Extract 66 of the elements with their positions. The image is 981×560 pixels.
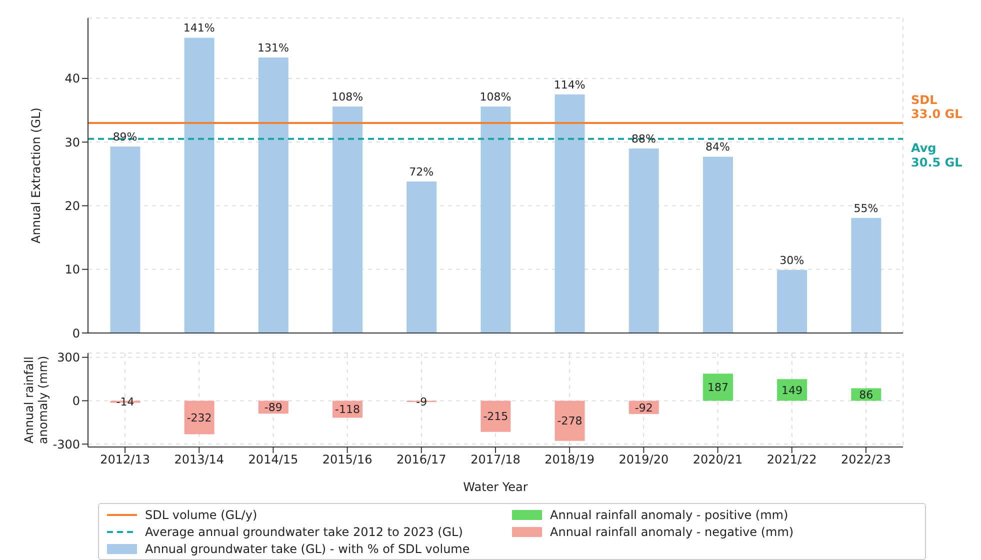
data-label: -118	[335, 403, 360, 416]
annotation: 55%	[854, 202, 878, 215]
x-tick-label: 2018/19	[544, 452, 595, 467]
bar	[184, 38, 214, 333]
y-tick-label: 300	[57, 350, 80, 365]
annotation: 88%	[631, 132, 656, 146]
bar	[851, 218, 882, 333]
data-label: 149	[782, 384, 803, 397]
legend-label: Annual groundwater take (GL) - with % of SDL volume	[145, 542, 470, 556]
data-label: -89	[264, 401, 282, 414]
annotation: 141%	[183, 22, 215, 35]
data-label: 86	[859, 388, 874, 402]
annotation: 72%	[409, 166, 434, 179]
y-tick-label: 20	[64, 198, 80, 213]
text: SDL 33.0 GL	[911, 92, 963, 122]
bar	[406, 182, 437, 333]
data-label: -92	[634, 401, 653, 414]
data-label: -232	[186, 411, 212, 424]
data-label: -215	[483, 410, 508, 424]
bar	[184, 400, 214, 434]
bar	[480, 400, 511, 432]
x-tick-label: 2017/18	[470, 452, 520, 467]
bar	[110, 146, 140, 333]
bar	[480, 106, 511, 333]
bar	[628, 148, 659, 333]
bar	[332, 106, 362, 333]
annotation: 108%	[480, 90, 512, 104]
bar	[554, 94, 585, 333]
annotation: 131%	[258, 41, 289, 54]
annotation: 84%	[706, 140, 730, 154]
data-label: -14	[116, 396, 134, 409]
annotation: 114%	[554, 78, 586, 92]
data-label: -278	[557, 414, 582, 428]
y-tick-label: 30	[64, 135, 80, 150]
x-axis-title: Water Year	[463, 480, 528, 494]
x-tick-label: 2016/17	[396, 452, 446, 467]
bar	[554, 400, 585, 441]
x-tick-label: 2012/13	[100, 452, 150, 467]
bar	[258, 57, 288, 333]
y-tick-label: 40	[64, 72, 80, 86]
data-label: 187	[707, 381, 728, 394]
x-tick-label: 2020/21	[692, 452, 743, 467]
y-tick-label: 0	[72, 326, 80, 340]
bar	[702, 374, 733, 401]
x-tick-label: 2013/14	[174, 452, 224, 467]
bar	[702, 156, 733, 333]
annotation: 108%	[332, 90, 364, 104]
x-tick-label: 2021/22	[766, 452, 817, 467]
annotation: 89%	[112, 130, 138, 144]
y-axis-title: Annual rainfall anomaly (mm)	[22, 356, 50, 444]
y-tick-label: 10	[64, 262, 80, 277]
x-tick-label: 2015/16	[322, 452, 372, 467]
x-tick-label: 2022/23	[841, 452, 891, 467]
data-label: -9	[416, 395, 428, 408]
bar	[777, 270, 808, 333]
legend-label: SDL volume (GL/y)	[145, 508, 258, 522]
x-tick-label: 2019/20	[618, 452, 669, 467]
legend-label: Average annual groundwater take 2012 to 2023 (GL)	[145, 524, 463, 538]
legend-label: Annual rainfall anomaly - positive (mm)	[550, 508, 788, 522]
y-axis-title: Annual Extraction (GL)	[29, 108, 43, 244]
y-tick-label: 0	[72, 394, 80, 408]
text: Avg 30.5 GL	[911, 141, 963, 170]
legend-label: Annual rainfall anomaly - negative (mm)	[550, 524, 794, 538]
annotation: 30%	[780, 254, 804, 267]
y-tick-label: -300	[52, 437, 80, 452]
x-tick-label: 2014/15	[248, 452, 298, 467]
